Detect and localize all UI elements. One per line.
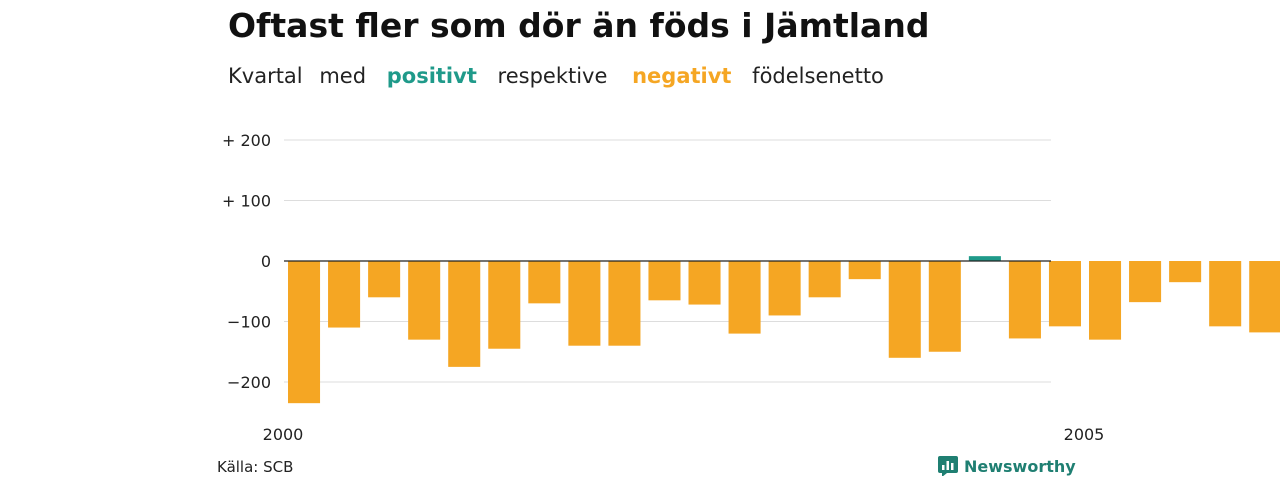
y-tick-label: + 200 <box>222 131 271 150</box>
subtitle-part2: med <box>319 64 367 88</box>
bar-2003Q3 <box>848 261 881 280</box>
bar-2000Q4 <box>408 261 441 340</box>
bar-2000Q1 <box>288 261 321 404</box>
bar-2000Q3 <box>368 261 401 298</box>
bar-2001Q1 <box>448 261 481 367</box>
bar-2002Q2 <box>648 261 681 301</box>
bar-2003Q2 <box>808 261 841 298</box>
source-note: Källa: SCB <box>217 458 294 476</box>
bar-2002Q3 <box>688 261 721 305</box>
subtitle-negative: negativt <box>632 64 732 88</box>
bar-2004Q3 <box>1008 261 1041 339</box>
bar-2005Q2 <box>1129 261 1162 303</box>
subtitle-part4: födelsenetto <box>752 64 884 88</box>
bar-2001Q4 <box>568 261 601 346</box>
brand-name: Newsworthy <box>964 456 1076 476</box>
bar-2002Q1 <box>608 261 641 346</box>
y-tick-label: + 100 <box>222 192 271 211</box>
x-tick-label: 2005 <box>1064 425 1105 444</box>
bar-2001Q3 <box>528 261 561 304</box>
bars <box>288 256 1280 404</box>
bar-2000Q2 <box>328 261 361 328</box>
newsworthy-logo-icon <box>938 456 958 476</box>
bar-2005Q3 <box>1169 261 1202 283</box>
bar-2002Q4 <box>728 261 761 334</box>
x-axis-labels: 20002005201020152020 <box>263 425 1105 444</box>
bar-2005Q1 <box>1089 261 1122 340</box>
brand-logo: Newsworthy <box>938 456 1076 476</box>
y-axis-labels: + 200 + 100 0 −100 −200 <box>222 131 271 392</box>
bar-2003Q1 <box>768 261 801 316</box>
subtitle-part3: respektive <box>497 64 608 88</box>
y-tick-label: −100 <box>227 313 271 332</box>
x-tick-label: 2000 <box>263 425 304 444</box>
bar-2005Q4 <box>1209 261 1242 327</box>
bar-2004Q1 <box>928 261 961 352</box>
bar-2006Q1 <box>1249 261 1280 333</box>
subtitle-part1: Kvartal <box>228 64 303 88</box>
bar-2003Q4 <box>888 261 921 358</box>
chart-subtitle: Kvartal med positivt respektive negativt… <box>228 64 894 88</box>
bar-2001Q2 <box>488 261 521 349</box>
bar-2004Q4 <box>1048 261 1081 327</box>
bar-2004Q2 <box>968 256 1001 261</box>
y-tick-label: 0 <box>261 252 271 271</box>
y-tick-label: −200 <box>227 373 271 392</box>
subtitle-positive: positivt <box>386 64 477 88</box>
chart-title: Oftast fler som dör än föds i Jämtland <box>228 6 930 45</box>
